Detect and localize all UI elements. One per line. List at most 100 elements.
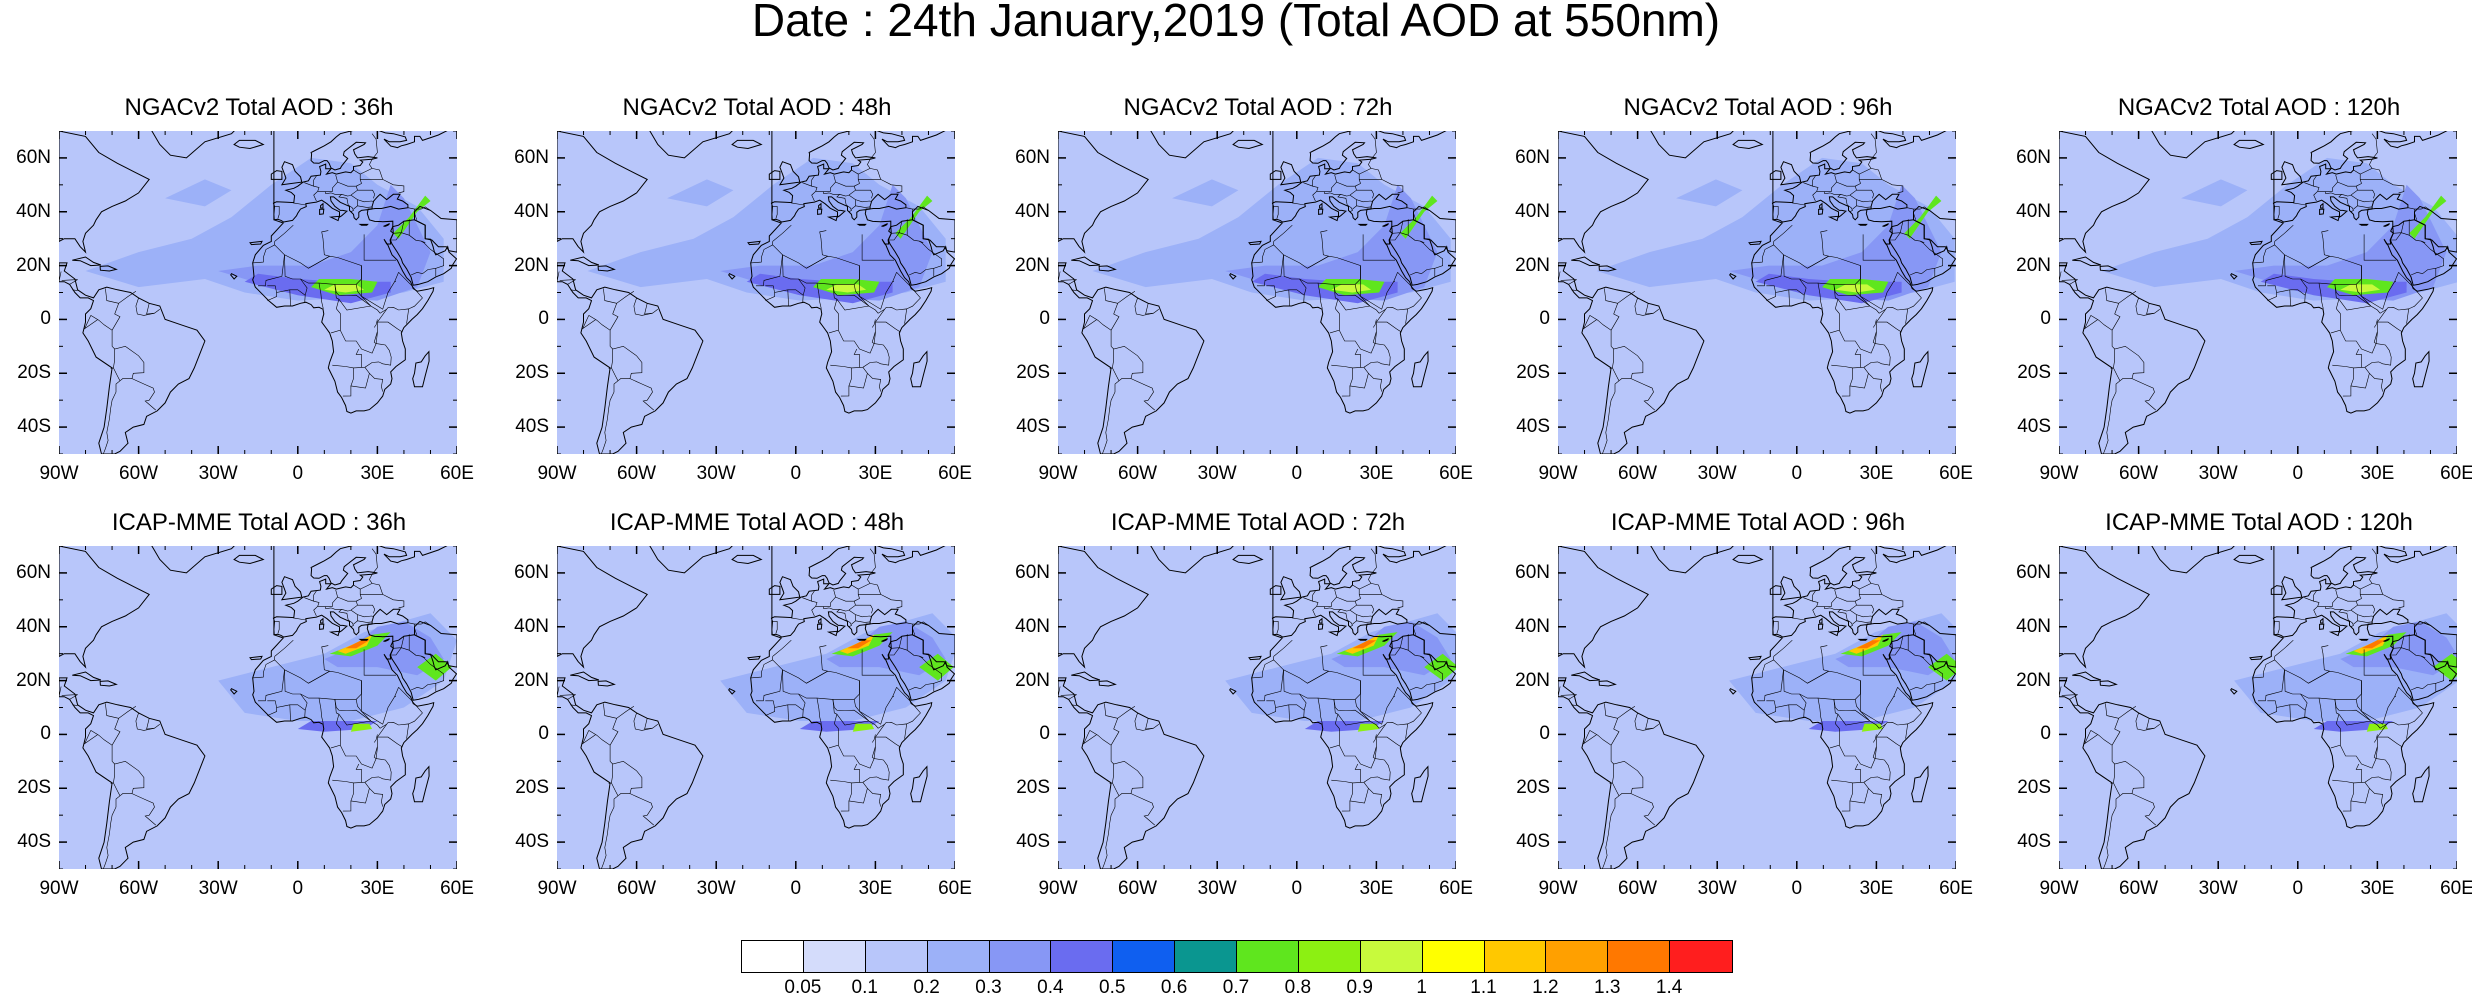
y-tick-label: 60N <box>16 146 51 168</box>
country-border <box>1852 584 1861 602</box>
country-border <box>371 133 378 160</box>
coastline <box>1357 638 1368 641</box>
x-tick-label: 30W <box>696 463 736 484</box>
country-border <box>1560 694 1577 700</box>
coastline <box>2280 161 2303 186</box>
country-border <box>905 621 929 626</box>
coastline <box>2319 208 2325 215</box>
coastline <box>570 256 600 267</box>
country-border <box>557 271 560 282</box>
coastline <box>1827 215 1839 222</box>
coastline <box>1071 256 1101 267</box>
aod-field <box>138 413 457 454</box>
country-border <box>1299 278 1340 334</box>
country-border <box>342 758 392 812</box>
colorbar-box <box>1175 941 1237 972</box>
coastline <box>1779 161 1802 186</box>
country-border <box>2364 782 2384 807</box>
country-border <box>1354 763 1361 783</box>
aod-field <box>1172 179 1239 207</box>
country-border <box>2350 788 2370 804</box>
country-border <box>1862 649 1895 676</box>
country-border <box>61 694 78 700</box>
country-border <box>1837 194 1853 213</box>
coastline <box>1571 671 1601 682</box>
y-tick-label: 20N <box>1015 254 1050 276</box>
country-border <box>267 289 306 301</box>
country-border <box>273 621 280 634</box>
map-frame <box>557 131 955 454</box>
coastline <box>2414 205 2457 253</box>
x-tick-label: 30E <box>2360 463 2395 484</box>
country-border <box>332 364 354 369</box>
country-border <box>1145 718 1154 730</box>
country-border <box>756 254 783 287</box>
coastline <box>383 638 390 642</box>
country-border <box>1324 596 1357 612</box>
country-border <box>2353 169 2362 187</box>
country-border <box>2103 782 2121 869</box>
country-border <box>603 703 617 719</box>
x-tick-label: 60W <box>2119 463 2159 484</box>
country-border <box>361 272 399 310</box>
country-border <box>1266 704 1305 716</box>
country-border <box>2317 589 2338 607</box>
x-tick-label: 30E <box>360 463 395 484</box>
x-tick-label: 60W <box>617 463 657 484</box>
country-border <box>2090 705 2137 746</box>
country-border <box>2332 364 2354 369</box>
country-border <box>410 268 436 276</box>
country-border <box>59 271 62 282</box>
coastline <box>2072 671 2102 682</box>
country-border <box>1859 168 1872 175</box>
country-border <box>1060 279 1077 285</box>
x-tick-label: 30W <box>198 878 238 899</box>
y-tick-label: 60N <box>2016 146 2051 168</box>
country-border <box>1058 271 1061 282</box>
colorbar-box <box>1670 941 1732 972</box>
coastline <box>2270 585 2283 595</box>
country-border <box>1360 272 1398 310</box>
country-border <box>1407 712 1422 725</box>
country-border <box>1849 609 1857 625</box>
coastline <box>557 546 648 669</box>
coastline <box>1558 262 1705 454</box>
country-border <box>1058 686 1061 697</box>
coastline <box>1598 680 1617 687</box>
country-border <box>906 297 921 310</box>
coastline <box>778 576 801 601</box>
country-border <box>1852 169 1861 187</box>
country-border <box>338 714 371 726</box>
y-tick-label: 40S <box>17 416 51 438</box>
country-border <box>103 367 121 454</box>
aod-field <box>165 179 232 207</box>
country-border <box>2353 584 2362 602</box>
country-border <box>387 306 410 324</box>
country-border <box>1831 779 1853 784</box>
country-border <box>869 133 876 160</box>
country-border <box>1788 704 1790 722</box>
country-border <box>401 221 405 233</box>
country-border <box>644 303 653 315</box>
country-border <box>1317 698 1323 724</box>
country-border <box>72 704 78 706</box>
country-border <box>1900 221 1904 233</box>
coastline <box>358 638 369 641</box>
country-border <box>603 288 617 304</box>
x-tick-label: 90W <box>1538 463 1578 484</box>
country-border <box>1317 283 1323 309</box>
country-border <box>1766 700 1776 708</box>
y-tick-label: 20N <box>2016 669 2051 691</box>
country-border <box>1331 779 1353 784</box>
country-border <box>848 788 868 804</box>
country-border <box>1273 639 1293 657</box>
country-border <box>1841 343 1891 397</box>
country-border <box>2373 309 2387 345</box>
country-border <box>1824 596 1857 612</box>
country-border <box>2350 373 2370 389</box>
country-border <box>2274 639 2294 657</box>
map-frame <box>59 131 457 454</box>
aod-field <box>1904 195 1942 239</box>
country-border <box>1803 182 1819 202</box>
country-border <box>407 206 431 211</box>
